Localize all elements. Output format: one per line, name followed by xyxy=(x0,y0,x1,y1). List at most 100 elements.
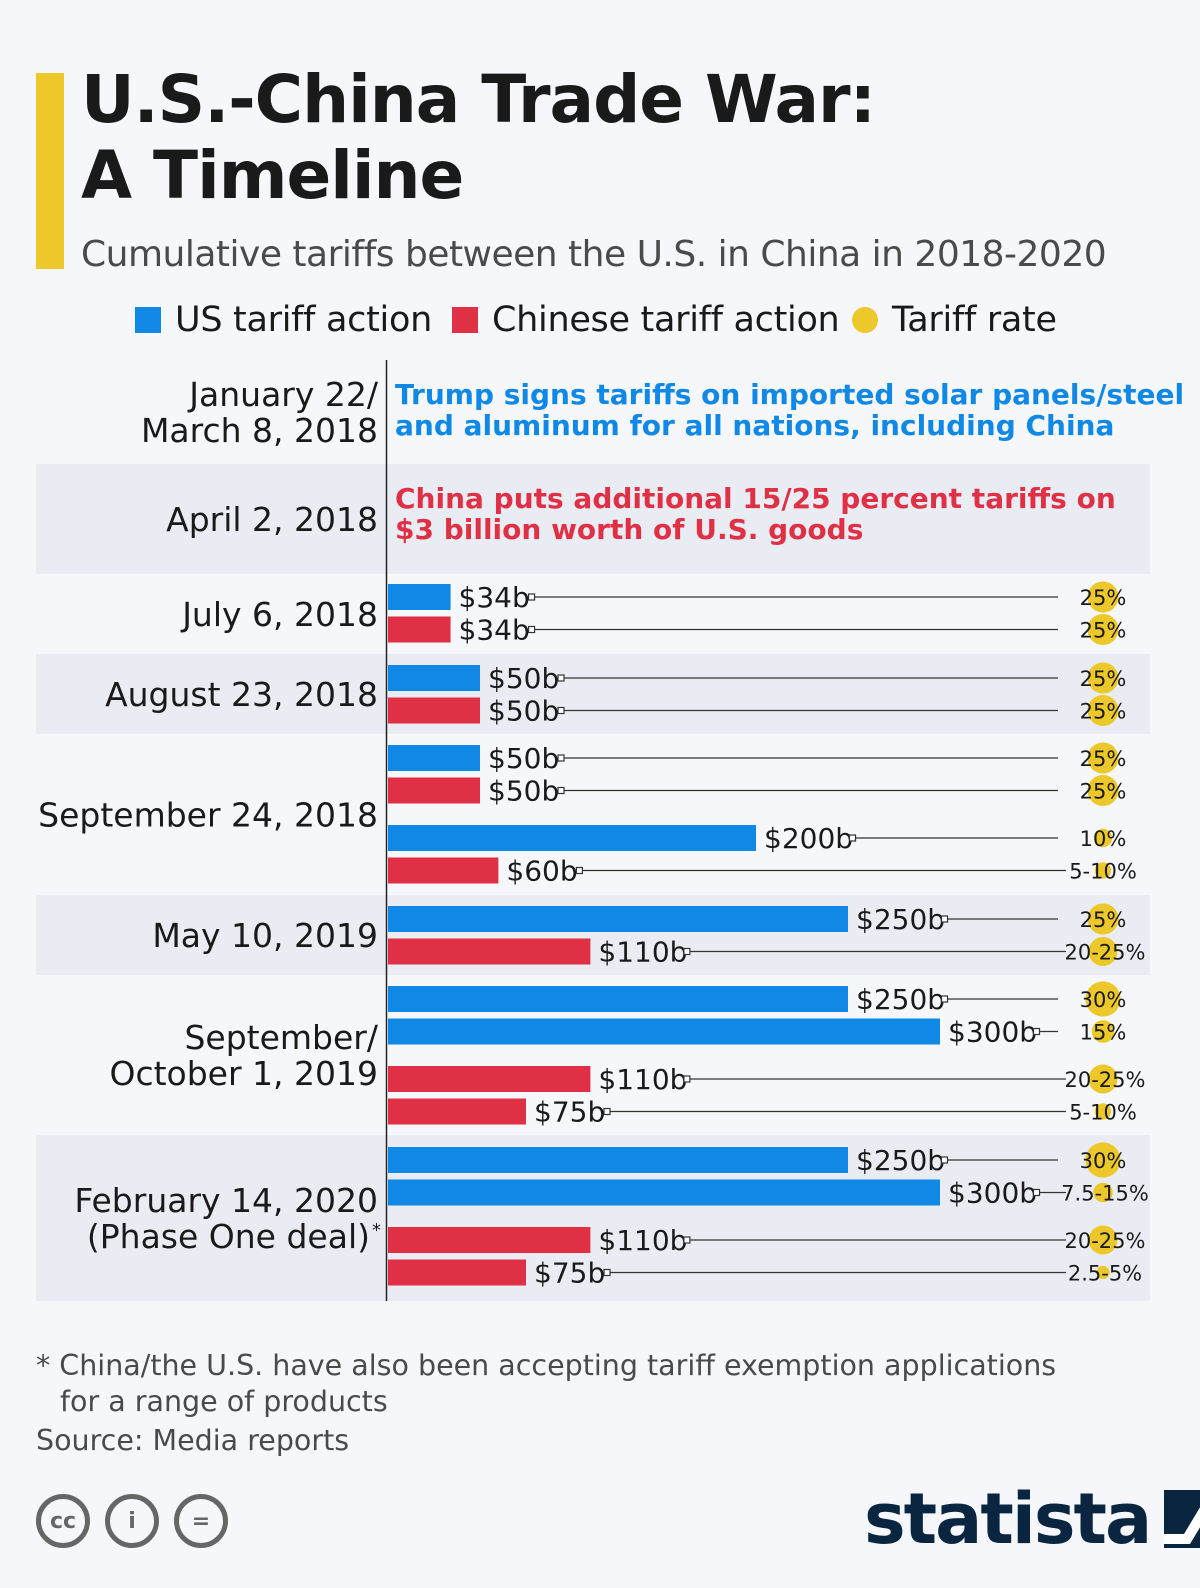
title-line-2: A Timeline xyxy=(81,137,464,214)
rate-label: 25% xyxy=(1080,667,1127,691)
bar-us xyxy=(388,665,480,691)
date-label: October 1, 2019 xyxy=(109,1054,378,1093)
connector-marker xyxy=(940,915,949,923)
bar-us xyxy=(388,584,451,610)
bar-value-label: $75b xyxy=(534,1096,605,1129)
rate-label: 5-10% xyxy=(1069,860,1137,884)
event-text: Trump signs tariffs on imported solar pa… xyxy=(395,378,1184,411)
rate-label: 20-25% xyxy=(1065,1068,1146,1092)
rate-label: 20-25% xyxy=(1065,941,1146,965)
bar-value-label: $50b xyxy=(488,775,559,808)
event-text: $3 billion worth of U.S. goods xyxy=(395,513,863,546)
title-accent-bar xyxy=(36,73,64,269)
rate-bubble xyxy=(1088,937,1118,966)
bar-us xyxy=(388,1018,940,1045)
legend-label-us: US tariff action xyxy=(175,300,432,340)
rate-label: 25% xyxy=(1080,747,1127,771)
bar-value-label: $110b xyxy=(598,1224,687,1257)
date-label: April 2, 2018 xyxy=(166,500,378,539)
bar-value-label: $300b xyxy=(948,1016,1037,1049)
bar-value-label: $50b xyxy=(488,742,559,775)
rate-bubble xyxy=(1085,1142,1121,1178)
rate-label: 25% xyxy=(1080,908,1127,932)
title-line-1: U.S.-China Trade War: xyxy=(81,61,876,138)
bar-value-label: $250b xyxy=(856,903,945,936)
timeline-chart: January 22/March 8, 2018 Trump signs tari… xyxy=(36,360,1184,1301)
legend-swatch-china xyxy=(452,307,478,333)
bar-value-label: $50b xyxy=(488,695,559,728)
connector-marker xyxy=(603,1268,611,1277)
rate-label: 10% xyxy=(1080,827,1127,851)
bar-value-label: $50b xyxy=(488,662,559,695)
statista-logo-icon xyxy=(1164,1490,1200,1548)
legend-swatch-us xyxy=(135,307,161,333)
rate-label: 2.5-5% xyxy=(1068,1262,1142,1286)
rate-bubble xyxy=(1085,981,1121,1017)
connector-marker xyxy=(1032,1027,1041,1036)
rate-bubble xyxy=(1093,828,1113,848)
bar-value-label: $60b xyxy=(506,855,577,888)
connector-marker xyxy=(683,1236,691,1244)
cc-icon[interactable]: cc xyxy=(36,1494,90,1548)
rate-bubble xyxy=(1087,775,1119,806)
connector-marker xyxy=(575,866,584,875)
date-label: August 23, 2018 xyxy=(105,675,378,714)
date-label: March 8, 2018 xyxy=(141,411,378,450)
brand-name: statista xyxy=(864,1478,1152,1560)
license-icons: cc i = xyxy=(36,1494,243,1548)
rate-label: 5-10% xyxy=(1069,1101,1137,1125)
bar-us xyxy=(388,986,848,1012)
date-label: February 14, 2020 xyxy=(74,1181,378,1220)
bar-value-label: $110b xyxy=(598,1063,687,1096)
date-footnote-mark: * xyxy=(372,1220,381,1241)
rate-bubble xyxy=(1091,1020,1115,1043)
connector-marker xyxy=(1032,1188,1041,1197)
chart-subtitle: Cumulative tariffs between the U.S. in C… xyxy=(81,234,1107,275)
connector-marker xyxy=(603,1107,611,1116)
bar-china xyxy=(388,857,499,884)
bar-us xyxy=(388,1179,940,1206)
rate-bubble xyxy=(1087,581,1119,613)
bar-value-label: $250b xyxy=(856,1144,945,1177)
rate-label: 30% xyxy=(1080,988,1127,1012)
bar-china xyxy=(388,777,480,804)
event-text: China puts additional 15/25 percent tari… xyxy=(395,482,1116,515)
rate-label: 25% xyxy=(1080,700,1127,724)
rate-label: 25% xyxy=(1080,586,1127,610)
group-band xyxy=(36,464,1150,574)
bar-china xyxy=(388,1259,526,1286)
date-label: September 24, 2018 xyxy=(38,796,378,835)
rate-bubble xyxy=(1094,1103,1112,1120)
footnote: * China/the U.S. have also been acceptin… xyxy=(36,1348,1056,1420)
bar-china xyxy=(388,938,591,965)
date-label: May 10, 2019 xyxy=(152,916,378,955)
attribution-icon[interactable]: i xyxy=(105,1494,159,1548)
bar-china xyxy=(388,697,480,724)
rate-bubble xyxy=(1087,903,1119,935)
connector-marker xyxy=(557,674,565,682)
legend-us: US tariff action xyxy=(135,300,432,340)
rate-bubble xyxy=(1093,1182,1113,1203)
connector-marker xyxy=(557,754,565,762)
legend-label-rate: Tariff rate xyxy=(892,300,1057,340)
no-derivatives-icon[interactable]: = xyxy=(174,1494,228,1548)
rate-label: 15% xyxy=(1080,1021,1127,1045)
footnote-line-2: for a range of products xyxy=(60,1385,388,1418)
date-label: (Phase One deal) xyxy=(87,1217,370,1256)
bar-value-label: $250b xyxy=(856,983,945,1016)
bar-value-label: $300b xyxy=(948,1177,1037,1210)
rate-bubble xyxy=(1087,662,1119,694)
connector-marker xyxy=(527,593,536,601)
rate-bubble xyxy=(1087,742,1119,774)
bar-value-label: $200b xyxy=(764,822,853,855)
legend-label-china: Chinese tariff action xyxy=(492,300,840,340)
legend-swatch-rate xyxy=(852,307,878,333)
rate-bubble xyxy=(1094,862,1112,879)
statista-brand[interactable]: statista xyxy=(864,1478,1200,1560)
group-band xyxy=(36,654,1150,734)
connector-marker xyxy=(683,1075,691,1083)
rate-bubble xyxy=(1096,1265,1110,1280)
connector-marker xyxy=(848,834,857,842)
bar-us xyxy=(388,825,756,851)
connector-marker xyxy=(940,1156,949,1164)
